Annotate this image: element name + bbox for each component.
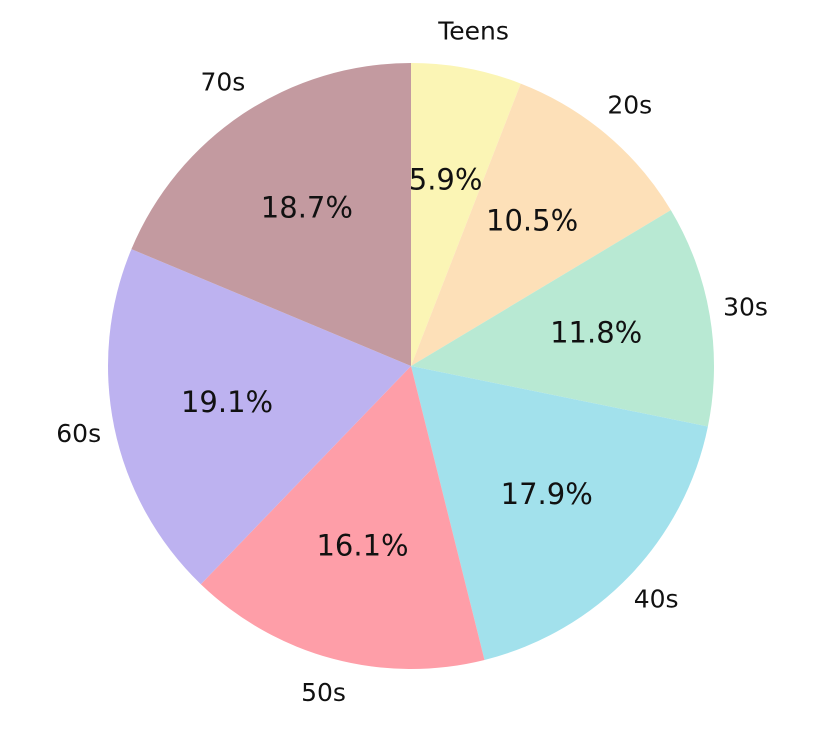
slice-label: 20s: [607, 91, 652, 120]
pie-slice: [131, 63, 411, 366]
value-label: 18.7%: [261, 191, 353, 225]
pie-slice: [411, 366, 708, 660]
slice-label: 30s: [723, 293, 768, 322]
value-label: 16.1%: [316, 529, 408, 563]
value-label: 17.9%: [501, 477, 593, 511]
slice-label: 70s: [200, 68, 245, 97]
pie-slice: [200, 366, 485, 670]
slice-label: Teens: [437, 16, 509, 45]
slice-label: 50s: [301, 678, 346, 707]
pie-slice: [411, 63, 521, 366]
pie-slice: [411, 210, 714, 427]
value-label: 19.1%: [181, 385, 273, 419]
value-label: 11.8%: [550, 315, 642, 349]
value-label: 10.5%: [486, 203, 578, 237]
slice-label: 60s: [56, 419, 101, 448]
pie-slice: [107, 249, 411, 585]
slice-label: 40s: [634, 585, 679, 614]
pie-slice: [411, 83, 671, 366]
value-label: 5.9%: [409, 162, 483, 196]
